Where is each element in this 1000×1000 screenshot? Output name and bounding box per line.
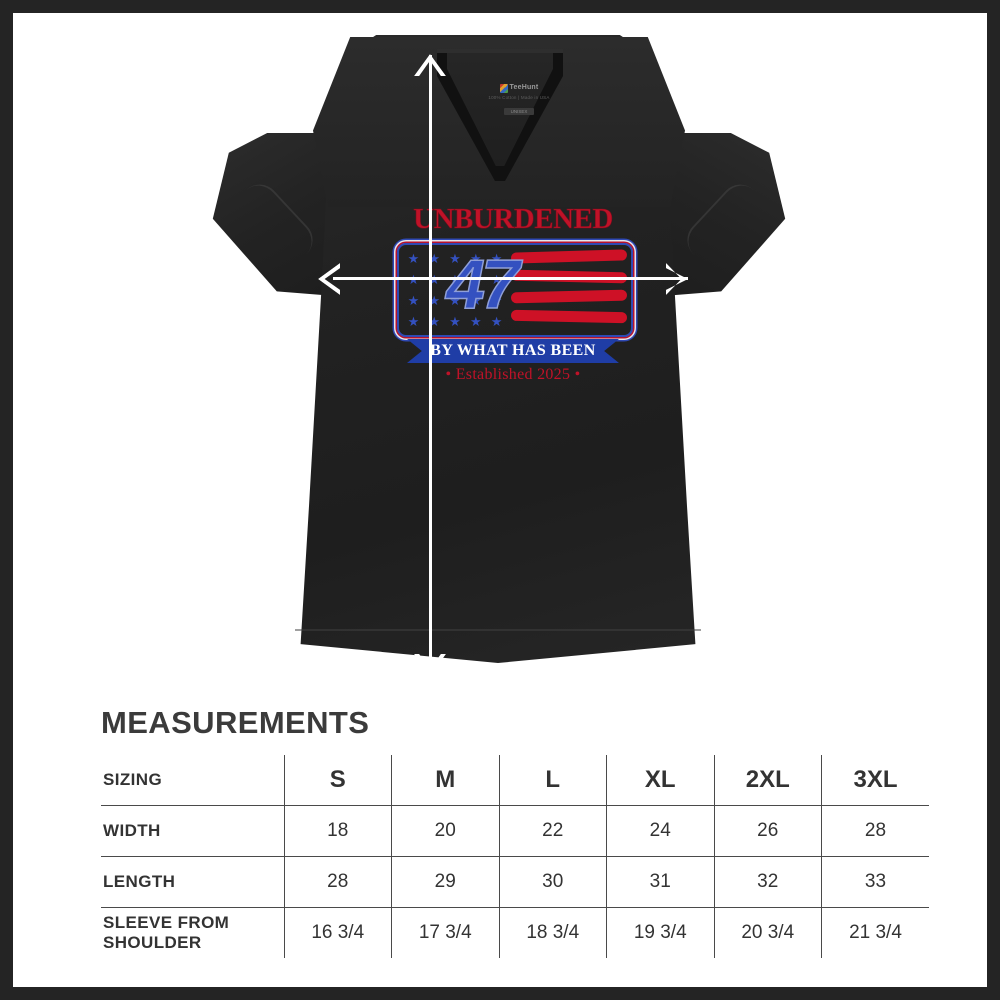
design-number: 47 xyxy=(445,245,520,323)
star-icon: ★ xyxy=(490,293,503,308)
brand-logo-icon xyxy=(499,84,508,93)
column-header-xl: XL xyxy=(606,755,715,806)
cell-sleeve-m: 17 3/4 xyxy=(391,907,500,958)
cell-sleeve-2xl: 20 3/4 xyxy=(714,907,822,958)
cell-width-2xl: 26 xyxy=(714,805,822,857)
neck-brand-row: TeeHunt xyxy=(483,84,555,93)
cell-width-m: 20 xyxy=(391,805,500,857)
design-established: • Established 2025 • xyxy=(445,366,581,383)
star-icon: ★ xyxy=(428,251,441,266)
tshirt-illustration: TeeHunt 100% Cotton | Made in USA UNISEX… xyxy=(13,13,987,673)
star-icon: ★ xyxy=(469,314,482,329)
row-label-sleeve-from-shoulder: SLEEVE FROM SHOULDER xyxy=(101,907,285,958)
column-header-3xl: 3XL xyxy=(821,755,929,806)
row-label-width: WIDTH xyxy=(101,805,285,857)
star-icon: ★ xyxy=(469,293,482,308)
table-header-row: SIZING S M L XL 2XL 3XL xyxy=(101,755,929,806)
neck-brand-name: TeeHunt xyxy=(509,84,539,92)
star-icon: ★ xyxy=(428,314,441,329)
cell-length-l: 30 xyxy=(499,856,607,908)
neck-label-subline: 100% Cotton | Made in USA xyxy=(488,95,550,100)
star-icon: ★ xyxy=(449,251,461,266)
column-header-s: S xyxy=(284,755,392,806)
star-icon: ★ xyxy=(490,251,503,266)
cell-length-m: 29 xyxy=(391,856,500,908)
measurements-heading: MEASUREMENTS xyxy=(101,705,370,740)
column-header-m: M xyxy=(391,755,500,806)
cell-sleeve-xl: 19 3/4 xyxy=(606,907,715,958)
star-icon: ★ xyxy=(407,251,420,266)
star-icon: ★ xyxy=(469,251,482,266)
printed-graphic: UNBURDENED ★ ★ ★ ★ ★ ★ ★ ★ ★ ★ xyxy=(391,203,635,403)
star-icon: ★ xyxy=(449,314,461,329)
cell-sleeve-l: 18 3/4 xyxy=(499,907,607,958)
table-row: WIDTH 18 20 22 24 26 28 xyxy=(101,805,929,857)
cell-length-s: 28 xyxy=(284,856,392,908)
cell-width-xl: 24 xyxy=(606,805,715,857)
cell-length-2xl: 32 xyxy=(714,856,822,908)
design-title: UNBURDENED xyxy=(413,203,614,235)
product-photo: TeeHunt 100% Cotton | Made in USA UNISEX… xyxy=(13,13,987,673)
cell-length-3xl: 33 xyxy=(821,856,929,908)
cell-length-xl: 31 xyxy=(606,856,715,908)
cell-width-l: 22 xyxy=(499,805,607,857)
neck-label: TeeHunt 100% Cotton | Made in USA UNISEX xyxy=(483,84,555,119)
size-table: SIZING S M L XL 2XL 3XL WIDTH 18 20 22 xyxy=(101,755,929,958)
star-icon: ★ xyxy=(428,293,441,308)
column-header-2xl: 2XL xyxy=(714,755,822,806)
table-row: SLEEVE FROM SHOULDER 16 3/4 17 3/4 18 3/… xyxy=(101,907,929,958)
length-arrow-line xyxy=(429,55,432,673)
cell-sleeve-3xl: 21 3/4 xyxy=(849,922,902,943)
column-header-l: L xyxy=(499,755,607,806)
size-chart-card: TeeHunt 100% Cotton | Made in USA UNISEX… xyxy=(13,13,987,987)
column-header-sizing: SIZING xyxy=(101,755,285,806)
star-icon: ★ xyxy=(449,293,461,308)
star-icon: ★ xyxy=(407,314,420,329)
cell-width-3xl: 28 xyxy=(821,805,929,857)
design-ribbon: BY WHAT HAS BEEN xyxy=(407,339,619,363)
cell-sleeve-s: 16 3/4 xyxy=(284,907,392,958)
neck-size-tag: UNISEX xyxy=(503,108,535,116)
star-icon: ★ xyxy=(490,314,503,329)
bottom-hem-seam xyxy=(295,629,701,671)
cell-width-s: 18 xyxy=(284,805,392,857)
width-arrow-line xyxy=(333,277,688,280)
star-icon: ★ xyxy=(407,293,420,308)
row-label-length: LENGTH xyxy=(101,856,285,908)
measurements-section: MEASUREMENTS SIZING S M L XL 2XL 3XL xyxy=(13,673,987,987)
design-ribbon-text: BY WHAT HAS BEEN xyxy=(430,342,596,359)
table-row: LENGTH 28 29 30 31 32 33 xyxy=(101,856,929,908)
